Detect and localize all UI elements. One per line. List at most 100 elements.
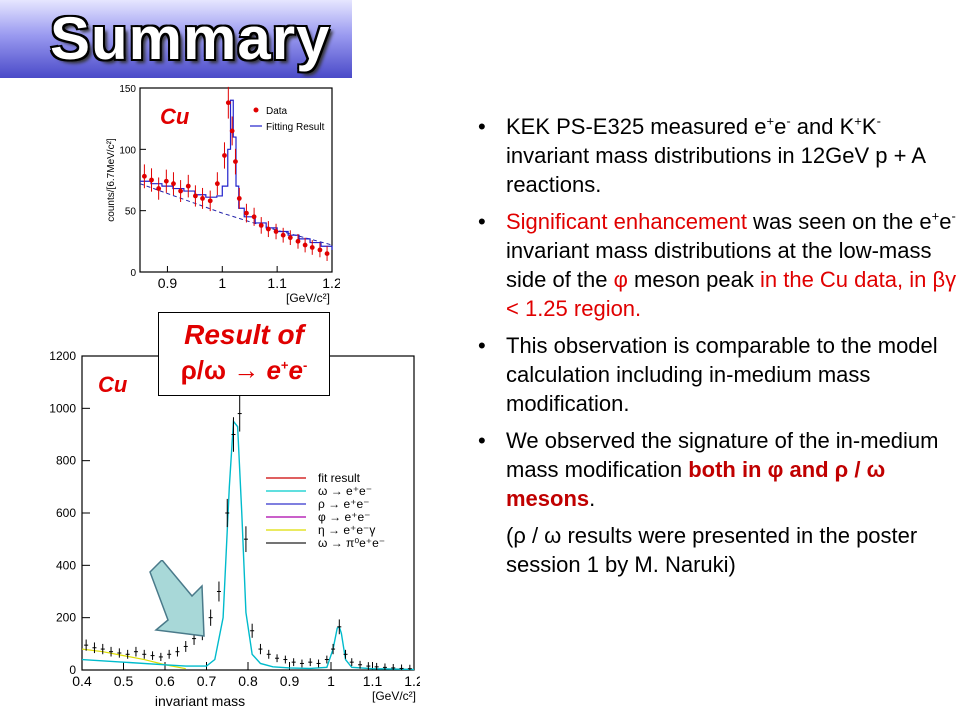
electron-symbol: e	[266, 355, 281, 385]
top-xtick-label: 0.9	[158, 275, 178, 291]
bot-xunit: [GeV/c²]	[372, 689, 416, 703]
top-data-point	[178, 188, 183, 194]
invariant-mass-chart: 0.4 0.5 0.6 0.7 0.8 0.9 1 1.1 1.2 0 200 400 600 800 10…	[49, 349, 420, 709]
b2-sup2: -	[951, 208, 956, 224]
bottom-chart-axes: 0.4 0.5 0.6 0.7 0.8 0.9 1 1.1 1.2 0 200 400 600 800 10…	[49, 349, 420, 709]
bot-ytick-label: 1000	[49, 401, 76, 415]
bullet-4: We observed the signature of the in-medi…	[478, 426, 958, 513]
top-xtick-label: 1	[218, 275, 226, 291]
b1-rest: invariant mass distributions in 12GeV p …	[506, 143, 925, 197]
top-data-point	[302, 242, 308, 248]
b2-b3: invariant mass distributions at the low-…	[506, 238, 932, 292]
top-xtick-label: 1.1	[267, 275, 287, 291]
top-data-point	[193, 193, 198, 199]
bot-ytick-label: 200	[56, 611, 76, 625]
bot-legend-label: ω → e⁺e⁻	[318, 484, 372, 498]
bot-xtick-label: 0.7	[197, 673, 217, 689]
b1-mid3: K	[861, 114, 877, 139]
bot-ytick-label: 600	[56, 506, 76, 520]
top-ytick-label: 0	[130, 268, 136, 279]
b1-sup3: +	[854, 113, 862, 129]
b3-text: This observation is comparable to the mo…	[506, 333, 938, 416]
top-data-point	[222, 153, 227, 158]
top-ylabel: counts/[6.7MeV/c²]	[106, 138, 117, 222]
top-data-point	[273, 229, 279, 234]
arrow-symbol: →	[233, 355, 260, 385]
b1-text-a: KEK PS-E325 measured e	[506, 114, 767, 139]
bullet-5: (ρ / ω results were presented in the pos…	[478, 521, 958, 579]
bullet-3: This observation is comparable to the mo…	[478, 331, 958, 418]
bullet-2: Significant enhancement was seen on the …	[478, 207, 958, 323]
bot-ytick-label: 800	[56, 454, 76, 468]
top-ytick-label: 50	[125, 207, 137, 218]
top-fit-line	[140, 99, 333, 250]
bullet-1: KEK PS-E325 measured e+e- and K+K- invar…	[478, 112, 958, 199]
top-data-point	[171, 181, 176, 187]
bot-xtick-label: 0.8	[238, 673, 258, 689]
top-background-line	[139, 183, 333, 246]
bot-legend-label: ω → π⁰e⁺e⁻	[318, 536, 385, 550]
minus-sup: -	[302, 357, 308, 373]
top-data-point	[214, 181, 220, 187]
rho-omega-symbol: ρ/ω	[180, 355, 226, 385]
top-xtick-label: 1.2	[322, 275, 340, 291]
result-box-reaction: ρ/ω → e+e-	[159, 355, 329, 386]
top-ytick-label: 100	[119, 145, 136, 156]
top-data-point	[185, 183, 191, 189]
b2-b2: e	[939, 209, 952, 234]
b2-red3: < 1.25 region.	[506, 296, 642, 321]
top-data-point	[149, 177, 154, 183]
top-data-point	[229, 128, 235, 134]
bot-ytick-label: 400	[56, 558, 76, 572]
top-data-point	[258, 222, 264, 228]
top-data-point	[207, 198, 213, 204]
bot-legend-label: φ → e⁺e⁻	[318, 510, 370, 524]
top-data-point	[236, 196, 242, 201]
bot-xtick-label: 1	[327, 673, 335, 689]
b4-t2: .	[589, 486, 596, 511]
top-data-point	[287, 235, 293, 241]
b2-red1: Significant enhancement	[506, 209, 747, 234]
bot-ytick-label: 0	[69, 663, 76, 677]
bot-legend-label: η → e⁺e⁻γ	[318, 523, 375, 537]
top-ytick-label: 150	[119, 84, 136, 95]
b1-sup4: -	[876, 113, 881, 129]
top-cu-label: Cu	[160, 104, 190, 129]
top-legend-data: Data	[266, 106, 288, 117]
top-data-point	[324, 251, 330, 256]
bot-xtick-label: 0.4	[72, 673, 92, 689]
top-data-point	[225, 100, 231, 106]
top-chart-axes: 0.9 1 1.1 1.2 0 50 100 150 counts/[6.7MeV/c²] [Ge…	[106, 84, 340, 305]
result-box-title: Result of	[184, 319, 304, 350]
top-legend-fit: Fitting Result	[266, 122, 325, 133]
summary-bullets: KEK PS-E325 measured e+e- and K+K- invar…	[478, 112, 958, 587]
top-chart-plot: Data Fitting Result	[139, 86, 333, 261]
b2-b1: was seen on the e	[746, 209, 932, 234]
b1-sup1: +	[766, 113, 775, 129]
bot-xtick-label: 1.2	[404, 673, 420, 689]
top-data-point	[244, 210, 249, 216]
top-frame	[139, 87, 333, 273]
bot-xlabel: invariant mass	[155, 693, 245, 709]
bot-ytick-label: 1200	[49, 349, 76, 363]
bot-legend-label: ρ → e⁺e⁻	[318, 497, 370, 511]
top-data-point	[156, 186, 162, 191]
b1-mid1: e	[774, 114, 787, 139]
top-data-point	[251, 214, 257, 220]
b2-sup1: +	[931, 208, 940, 224]
page-title: Summary	[50, 5, 331, 72]
bot-fit-line	[81, 419, 415, 671]
b4-t1: We observed the signature of the in-medi…	[506, 428, 939, 482]
b1-mid2: and K	[790, 114, 855, 139]
b2-b4: meson peak	[627, 267, 760, 292]
b1-sup2: -	[786, 113, 791, 129]
result-box: Result of ρ/ω → e+e-	[158, 312, 330, 396]
b2-betagamma: βγ	[932, 267, 957, 292]
b4-bold-red: both in φ and ρ / ω mesons	[506, 457, 886, 511]
top-data-point	[309, 245, 315, 250]
title-banner	[0, 0, 352, 78]
top-data-point	[317, 247, 323, 253]
bot-cu-label: Cu	[98, 372, 128, 397]
electron-symbol-2: e	[288, 355, 303, 385]
